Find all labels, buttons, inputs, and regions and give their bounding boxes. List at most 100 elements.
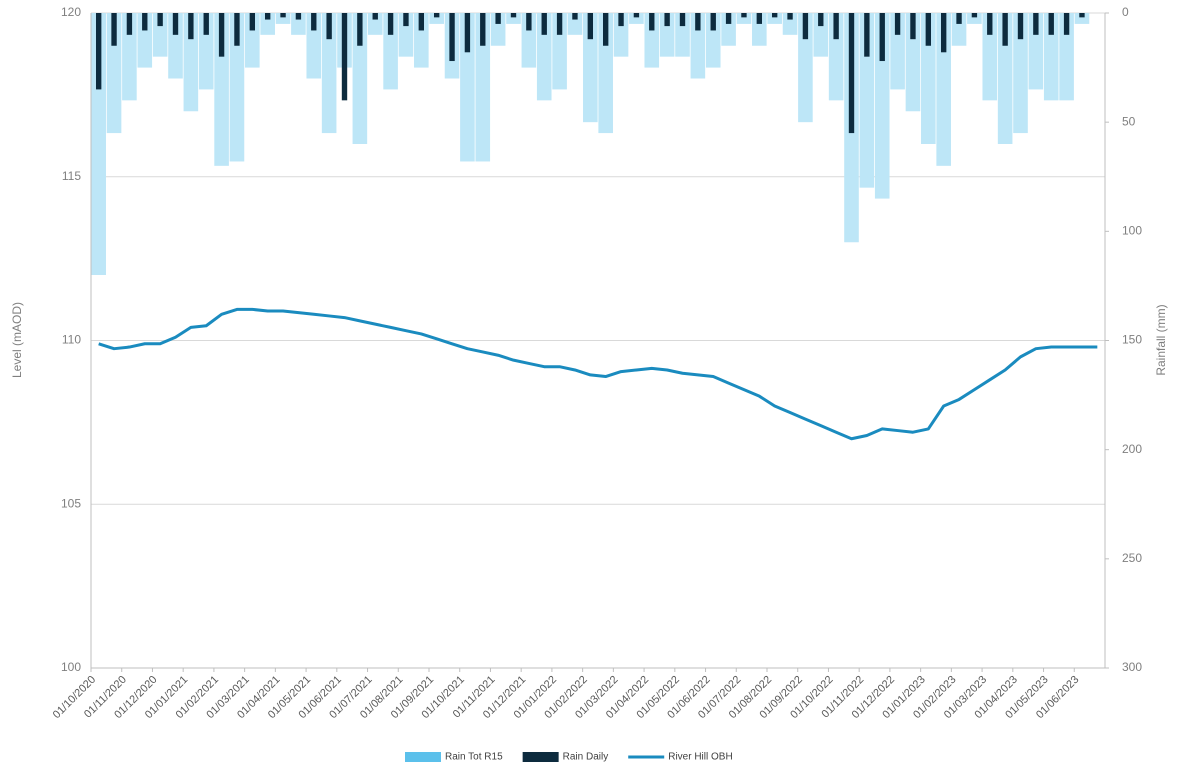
- bar: [798, 13, 813, 123]
- y-tick-label: 110: [62, 333, 81, 347]
- bar: [183, 13, 199, 112]
- bar: [95, 13, 102, 90]
- bar: [172, 13, 179, 35]
- bar: [879, 13, 885, 62]
- line: [98, 307, 1098, 441]
- bar: [894, 13, 901, 35]
- bar: [598, 13, 613, 134]
- bar: [910, 13, 916, 40]
- bar: [433, 13, 440, 18]
- bar: [326, 13, 332, 40]
- bar: [982, 13, 998, 101]
- legend-label: Rain Daily: [563, 752, 609, 763]
- bar: [782, 13, 798, 35]
- bar: [429, 13, 444, 24]
- bar: [1028, 13, 1044, 90]
- bar: [280, 13, 286, 18]
- bar: [137, 13, 153, 68]
- bar: [997, 13, 1013, 144]
- bar: [874, 13, 890, 199]
- bar: [403, 13, 409, 27]
- bar: [1017, 13, 1024, 40]
- bar: [295, 13, 302, 20]
- bar: [291, 13, 306, 35]
- bar: [690, 13, 706, 79]
- bar: [1059, 13, 1074, 101]
- bar: [572, 13, 578, 20]
- bar: [526, 13, 532, 31]
- bar: [306, 13, 322, 79]
- y2-tick-label: 100: [1122, 224, 1142, 238]
- bar: [756, 13, 763, 24]
- bar: [1063, 13, 1070, 35]
- bar: [460, 13, 475, 162]
- bar: [341, 13, 348, 101]
- bar: [567, 13, 583, 35]
- y-axis-title: Level (mAOD): [10, 302, 24, 378]
- bar: [951, 13, 967, 46]
- bar: [613, 13, 629, 57]
- bar: [695, 13, 701, 31]
- legend-swatch: [405, 752, 441, 762]
- bar: [967, 13, 982, 24]
- y2-tick-label: 300: [1122, 660, 1142, 674]
- bar: [383, 13, 398, 90]
- bar: [203, 13, 209, 35]
- bar: [802, 13, 809, 40]
- bar: [679, 13, 686, 27]
- bar: [1002, 13, 1008, 46]
- bar: [1013, 13, 1028, 134]
- bar: [198, 13, 214, 90]
- bar: [352, 13, 368, 144]
- bar: [644, 13, 660, 68]
- bar: [260, 13, 275, 35]
- bar: [771, 13, 778, 18]
- bar: [152, 13, 168, 57]
- bar: [925, 13, 932, 46]
- legend-label: Rain Tot R15: [445, 752, 503, 763]
- bar: [122, 13, 137, 101]
- bar: [521, 13, 537, 68]
- bar: [249, 13, 256, 31]
- bar: [859, 13, 875, 188]
- bar: [552, 13, 567, 90]
- bar: [111, 13, 117, 46]
- bar: [188, 13, 194, 40]
- bar: [357, 13, 363, 46]
- y-tick-label: 100: [61, 660, 81, 674]
- bar: [168, 13, 183, 79]
- bar: [818, 13, 824, 27]
- bar: [710, 13, 716, 31]
- bar: [510, 13, 517, 18]
- y-tick-label: 115: [62, 169, 81, 183]
- bar: [398, 13, 414, 57]
- bar: [583, 13, 598, 123]
- bar: [218, 13, 225, 57]
- bar: [1043, 13, 1059, 101]
- bar: [1074, 13, 1090, 24]
- bar: [618, 13, 624, 27]
- bar: [705, 13, 721, 68]
- legend-label: River Hill OBH: [668, 752, 732, 763]
- bar: [921, 13, 936, 144]
- bar: [787, 13, 793, 20]
- bar: [587, 13, 594, 40]
- y2-tick-label: 200: [1122, 442, 1142, 456]
- bar: [659, 13, 675, 57]
- bar: [633, 13, 640, 18]
- bar: [752, 13, 767, 46]
- bar: [229, 13, 245, 162]
- bar: [449, 13, 455, 62]
- bar: [157, 13, 163, 27]
- bar: [971, 13, 978, 18]
- bar: [629, 13, 644, 24]
- bar: [848, 13, 855, 134]
- y2-tick-label: 50: [1122, 114, 1136, 128]
- bar: [275, 13, 291, 24]
- bar: [311, 13, 317, 31]
- bar: [321, 13, 337, 134]
- bar: [480, 13, 486, 46]
- bar: [387, 13, 394, 35]
- bar: [725, 13, 732, 24]
- bar: [475, 13, 491, 162]
